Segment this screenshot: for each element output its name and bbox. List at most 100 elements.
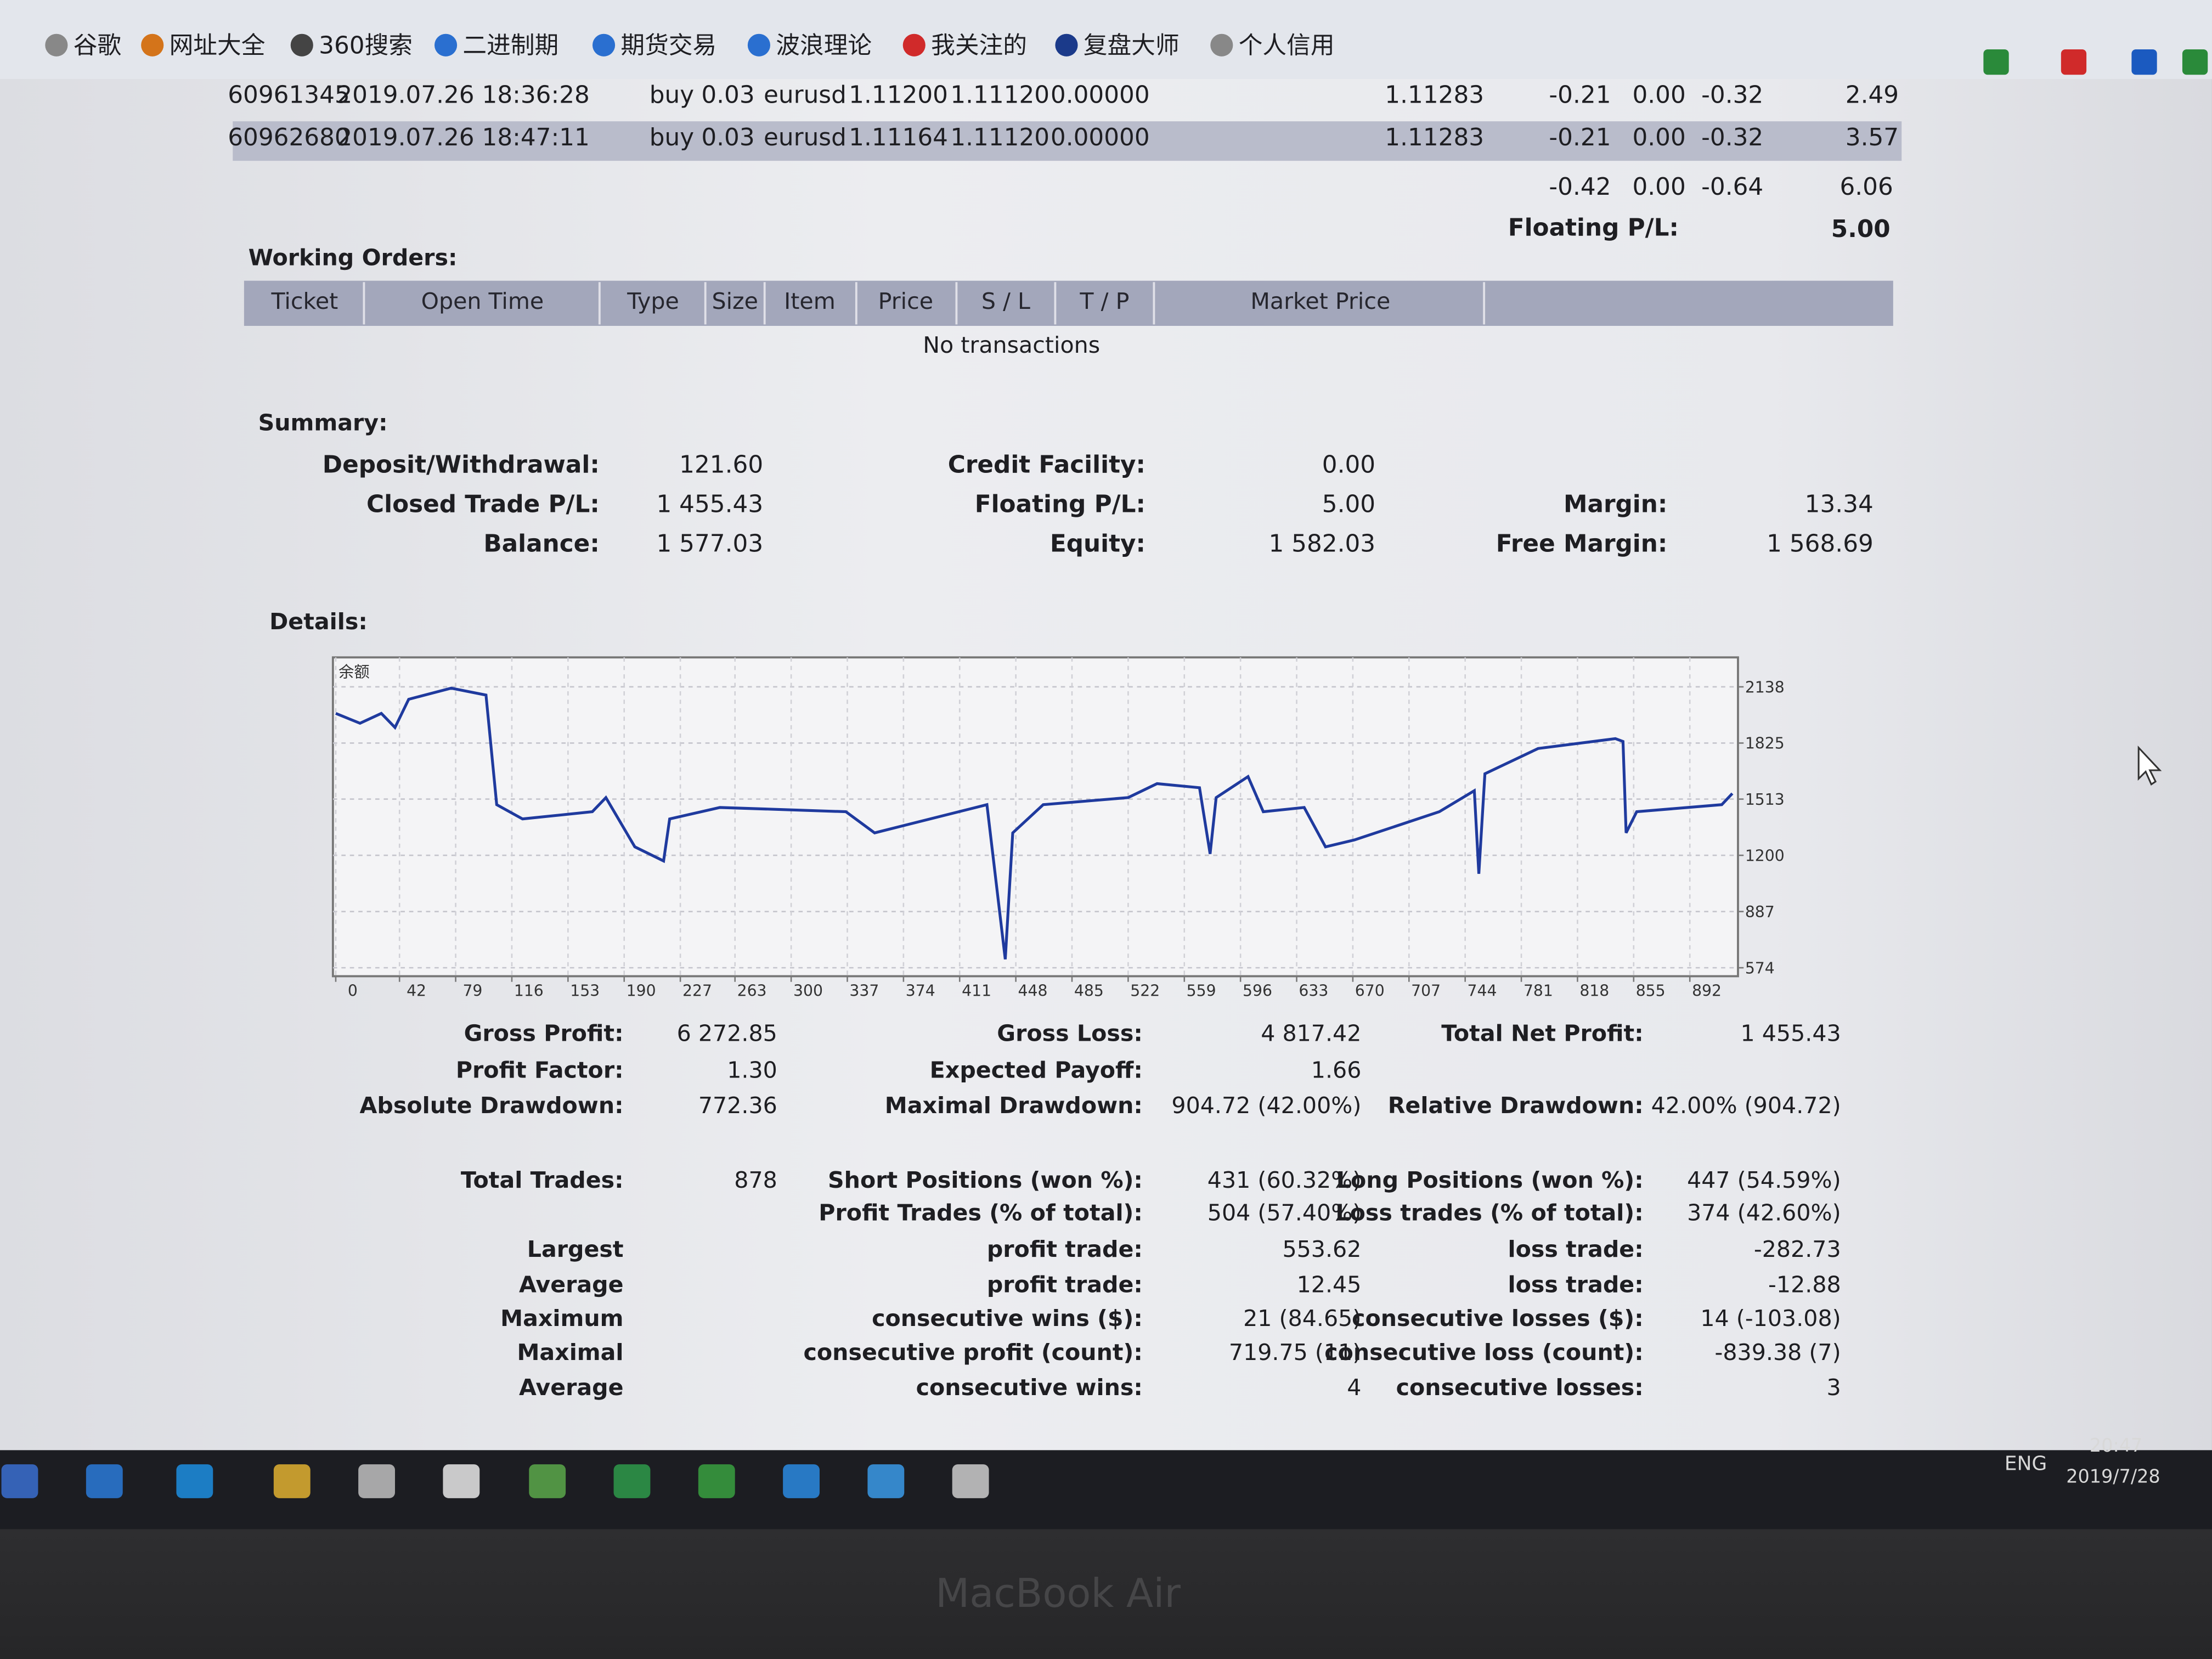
- bookmark: 二进制期: [462, 32, 559, 61]
- trade-cell: 1.11283: [1385, 82, 1485, 110]
- x-tick-label: 79: [462, 981, 482, 1000]
- summary-label: Deposit/Withdrawal:: [322, 451, 600, 480]
- mouse-cursor: [2137, 745, 2162, 786]
- bookmark: 360搜索: [319, 32, 413, 61]
- bookmark: 个人信用: [1238, 32, 1335, 61]
- stat-value: 431 (60.32%): [1207, 1166, 1362, 1194]
- trade-cell: 1.11200: [849, 82, 948, 110]
- trade-cell: 2019.07.26 18:36:28: [337, 82, 590, 110]
- device-label: MacBook Air: [935, 1570, 1181, 1617]
- tray-date: 2019/7/28: [2066, 1467, 2160, 1488]
- summary-label: Margin:: [1563, 490, 1668, 520]
- y-tick-label: 1513: [1745, 791, 1785, 809]
- tray-time: 20:47: [2089, 1436, 2143, 1458]
- taskbar-icon: [783, 1464, 820, 1498]
- stat-label: consecutive losses:: [1396, 1374, 1644, 1401]
- x-tick-label: 227: [682, 981, 712, 1000]
- summary-value: 13.34: [1804, 490, 1874, 520]
- stat-value: 719.75 (11): [1228, 1339, 1362, 1366]
- stat-label: Profit Factor:: [455, 1056, 624, 1084]
- stat-label: Total Net Profit:: [1441, 1020, 1644, 1047]
- trade-cell: -0.21: [1549, 82, 1611, 110]
- stat-value: 447 (54.59%): [1687, 1166, 1841, 1194]
- bookmark-icon: [1055, 33, 1078, 57]
- x-tick-label: 0: [348, 981, 358, 1000]
- y-tick-label: 2138: [1745, 678, 1785, 696]
- stat-value: 6 272.85: [676, 1020, 777, 1047]
- taskbar-icon: [1, 1464, 38, 1498]
- stat-label: loss trade:: [1508, 1235, 1644, 1263]
- trade-cell: 60961345: [228, 82, 350, 110]
- taskbar-icon: [443, 1464, 480, 1498]
- column-header: S / L: [981, 287, 1030, 315]
- stat-label: consecutive loss (count):: [1324, 1339, 1644, 1366]
- taskbar-icon: [529, 1464, 566, 1498]
- x-tick-label: 744: [1468, 981, 1497, 1000]
- x-tick-label: 116: [514, 981, 544, 1000]
- stat-value: 1 455.43: [1740, 1020, 1841, 1047]
- column-header: Size: [712, 287, 758, 315]
- bookmark: 我关注的: [931, 32, 1027, 61]
- stat-label: consecutive losses ($):: [1352, 1305, 1644, 1332]
- x-tick-label: 892: [1692, 981, 1722, 1000]
- x-tick-label: 485: [1074, 981, 1104, 1000]
- trade-cell: 1.11283: [1385, 124, 1485, 153]
- stat-value: 553.62: [1282, 1235, 1362, 1263]
- bookmark: 谷歌: [73, 32, 122, 61]
- x-tick-label: 781: [1523, 981, 1553, 1000]
- x-tick-label: 707: [1411, 981, 1441, 1000]
- summary-value: 1 568.69: [1767, 530, 1874, 559]
- bookmark-icon: [592, 33, 616, 57]
- stat-value: 14 (-103.08): [1700, 1305, 1841, 1332]
- x-tick-label: 670: [1355, 981, 1385, 1000]
- x-tick-label: 190: [627, 981, 656, 1000]
- summary-value: 121.60: [679, 451, 764, 480]
- summary-value: 0.00: [1322, 451, 1376, 480]
- stat-label: Profit Trades (% of total):: [819, 1199, 1143, 1226]
- bookmark: 网址大全: [169, 32, 266, 61]
- stat-label: Expected Payoff:: [929, 1056, 1143, 1084]
- trade-cell: 3.57: [1845, 124, 1899, 153]
- trade-cell: 0.03: [701, 82, 755, 110]
- stat-value: 374 (42.60%): [1687, 1199, 1841, 1226]
- legend-label: 余额: [338, 663, 370, 681]
- bookmark: 波浪理论: [776, 32, 872, 61]
- stat-label: Long Positions (won %):: [1336, 1166, 1644, 1194]
- trade-cell: 0.00000: [1050, 82, 1150, 110]
- x-tick-label: 522: [1130, 981, 1160, 1000]
- bookmark-icon: [290, 33, 313, 57]
- x-tick-label: 596: [1243, 981, 1272, 1000]
- empty-message: No transactions: [923, 331, 1101, 359]
- trade-cell: 0.00000: [1050, 124, 1150, 153]
- floating-label: Floating P/L:: [1508, 214, 1679, 243]
- bezel: [0, 1529, 2212, 1659]
- stat-label: Average: [519, 1374, 624, 1401]
- stat-value: -12.88: [1768, 1271, 1841, 1298]
- taskbar-icon: [86, 1464, 123, 1498]
- summary-value: 1 582.03: [1268, 530, 1376, 559]
- stat-label: Maximum: [500, 1305, 624, 1332]
- trade-cell: -0.21: [1549, 124, 1611, 153]
- summary-label: Free Margin:: [1496, 530, 1668, 559]
- trade-cell: 0.00: [1632, 82, 1686, 110]
- section-title: Working Orders:: [248, 244, 458, 271]
- column-header: Price: [878, 287, 934, 315]
- x-tick-label: 855: [1636, 981, 1666, 1000]
- stat-value: 504 (57.40%): [1207, 1199, 1362, 1226]
- stat-label: Gross Profit:: [464, 1020, 624, 1047]
- column-header: T / P: [1080, 287, 1130, 315]
- bookmark-icon: [747, 33, 770, 57]
- total-cell: -0.42: [1549, 173, 1611, 202]
- stat-label: Total Trades:: [460, 1166, 624, 1194]
- summary-label: Closed Trade P/L:: [366, 490, 600, 520]
- section-title: Details:: [269, 608, 368, 635]
- y-tick-label: 1200: [1745, 847, 1785, 865]
- stat-label: Absolute Drawdown:: [359, 1092, 624, 1119]
- stat-value: 21 (84.65): [1243, 1305, 1362, 1332]
- orders-header-bar: [244, 280, 1893, 326]
- x-tick-label: 153: [570, 981, 600, 1000]
- total-cell: -0.64: [1701, 173, 1764, 202]
- trade-cell: eurusd: [764, 124, 847, 153]
- stat-label: consecutive wins ($):: [872, 1305, 1143, 1332]
- toolbar-icon: [2182, 49, 2208, 75]
